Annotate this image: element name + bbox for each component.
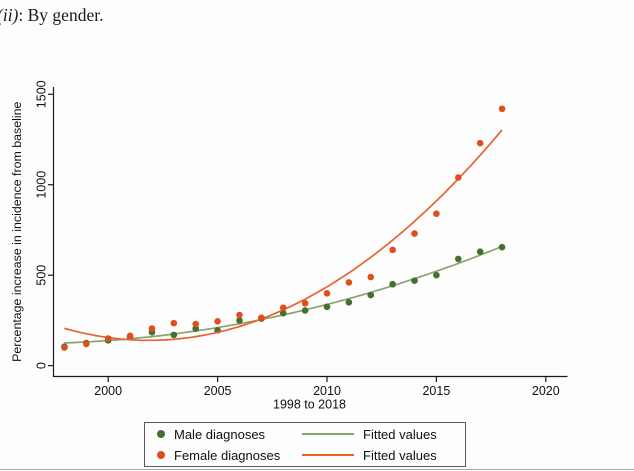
data-point-male bbox=[170, 331, 178, 339]
figure-subtitle-index: (ii) bbox=[0, 5, 19, 25]
data-point-female bbox=[170, 319, 178, 327]
male-fit-label: Fitted values bbox=[363, 426, 437, 442]
fitted-curve-male bbox=[64, 245, 503, 344]
data-point-female bbox=[61, 344, 68, 351]
data-point-female bbox=[323, 289, 331, 297]
data-point-male bbox=[389, 280, 396, 288]
data-point-female bbox=[192, 320, 200, 328]
data-point-female bbox=[367, 273, 375, 281]
female-fit-label: Fitted values bbox=[363, 447, 437, 463]
y-tick-label: 1500 bbox=[35, 80, 49, 108]
x-tick-label: 2005 bbox=[204, 384, 232, 398]
data-point-male bbox=[433, 271, 440, 279]
data-point-female bbox=[389, 246, 396, 254]
data-point-male bbox=[323, 303, 331, 311]
data-point-male bbox=[192, 325, 200, 332]
data-point-female bbox=[258, 314, 265, 322]
data-point-female bbox=[454, 174, 462, 181]
data-point-female bbox=[104, 335, 112, 342]
x-tick-label: 2000 bbox=[94, 384, 122, 398]
data-point-female bbox=[345, 279, 353, 286]
figure-subtitle: (ii): By gender. bbox=[0, 5, 103, 26]
male-fit-swatch bbox=[302, 433, 354, 435]
chart-legend: Male diagnoses Fitted values Female diag… bbox=[144, 422, 466, 467]
x-tick-label: 2015 bbox=[422, 384, 450, 398]
data-point-female bbox=[148, 325, 156, 332]
female-fit-swatch bbox=[302, 454, 354, 456]
data-point-female bbox=[411, 230, 418, 237]
data-point-male bbox=[498, 243, 506, 251]
x-tick-label: 2020 bbox=[532, 384, 560, 398]
x-tick-label: 2010 bbox=[313, 384, 341, 398]
data-point-male bbox=[476, 248, 484, 255]
data-point-male bbox=[345, 299, 353, 306]
x-axis-title: 1998 to 2018 bbox=[273, 398, 346, 412]
female-series-label: Female diagnoses bbox=[174, 447, 281, 463]
y-axis-title: Percentage increase in incidence from ba… bbox=[10, 101, 24, 361]
page-divider bbox=[0, 469, 634, 470]
data-point-male bbox=[301, 307, 309, 314]
data-point-female bbox=[476, 139, 484, 147]
legend-row-female: Female diagnoses Fitted values bbox=[157, 446, 465, 464]
data-point-male bbox=[367, 291, 375, 299]
data-point-female bbox=[498, 105, 506, 113]
data-point-female bbox=[126, 332, 134, 340]
male-dot-swatch bbox=[157, 430, 165, 438]
data-point-female bbox=[433, 210, 440, 217]
data-point-male bbox=[454, 255, 462, 263]
data-point-female bbox=[301, 299, 309, 307]
data-point-female bbox=[279, 304, 287, 312]
male-series-label: Male diagnoses bbox=[174, 426, 266, 442]
y-tick-label: 0 bbox=[35, 362, 49, 369]
y-tick-label: 500 bbox=[35, 265, 49, 286]
data-point-female bbox=[236, 311, 243, 319]
data-point-female bbox=[83, 340, 90, 348]
data-point-female bbox=[214, 318, 221, 325]
data-point-male bbox=[411, 277, 418, 284]
gender-incidence-chart: 0 500 1000 1500 2000 2005 2010 2015 2020 Percenta… bbox=[10, 80, 568, 412]
y-tick-label: 1000 bbox=[35, 171, 49, 199]
legend-row-male: Male diagnoses Fitted values bbox=[157, 425, 465, 443]
figure-subtitle-text: : By gender. bbox=[18, 5, 104, 25]
female-dot-swatch bbox=[157, 451, 165, 459]
data-point-male bbox=[236, 317, 243, 324]
